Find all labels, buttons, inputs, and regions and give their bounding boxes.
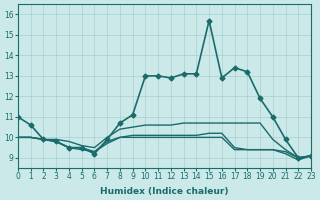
X-axis label: Humidex (Indice chaleur): Humidex (Indice chaleur) <box>100 187 229 196</box>
